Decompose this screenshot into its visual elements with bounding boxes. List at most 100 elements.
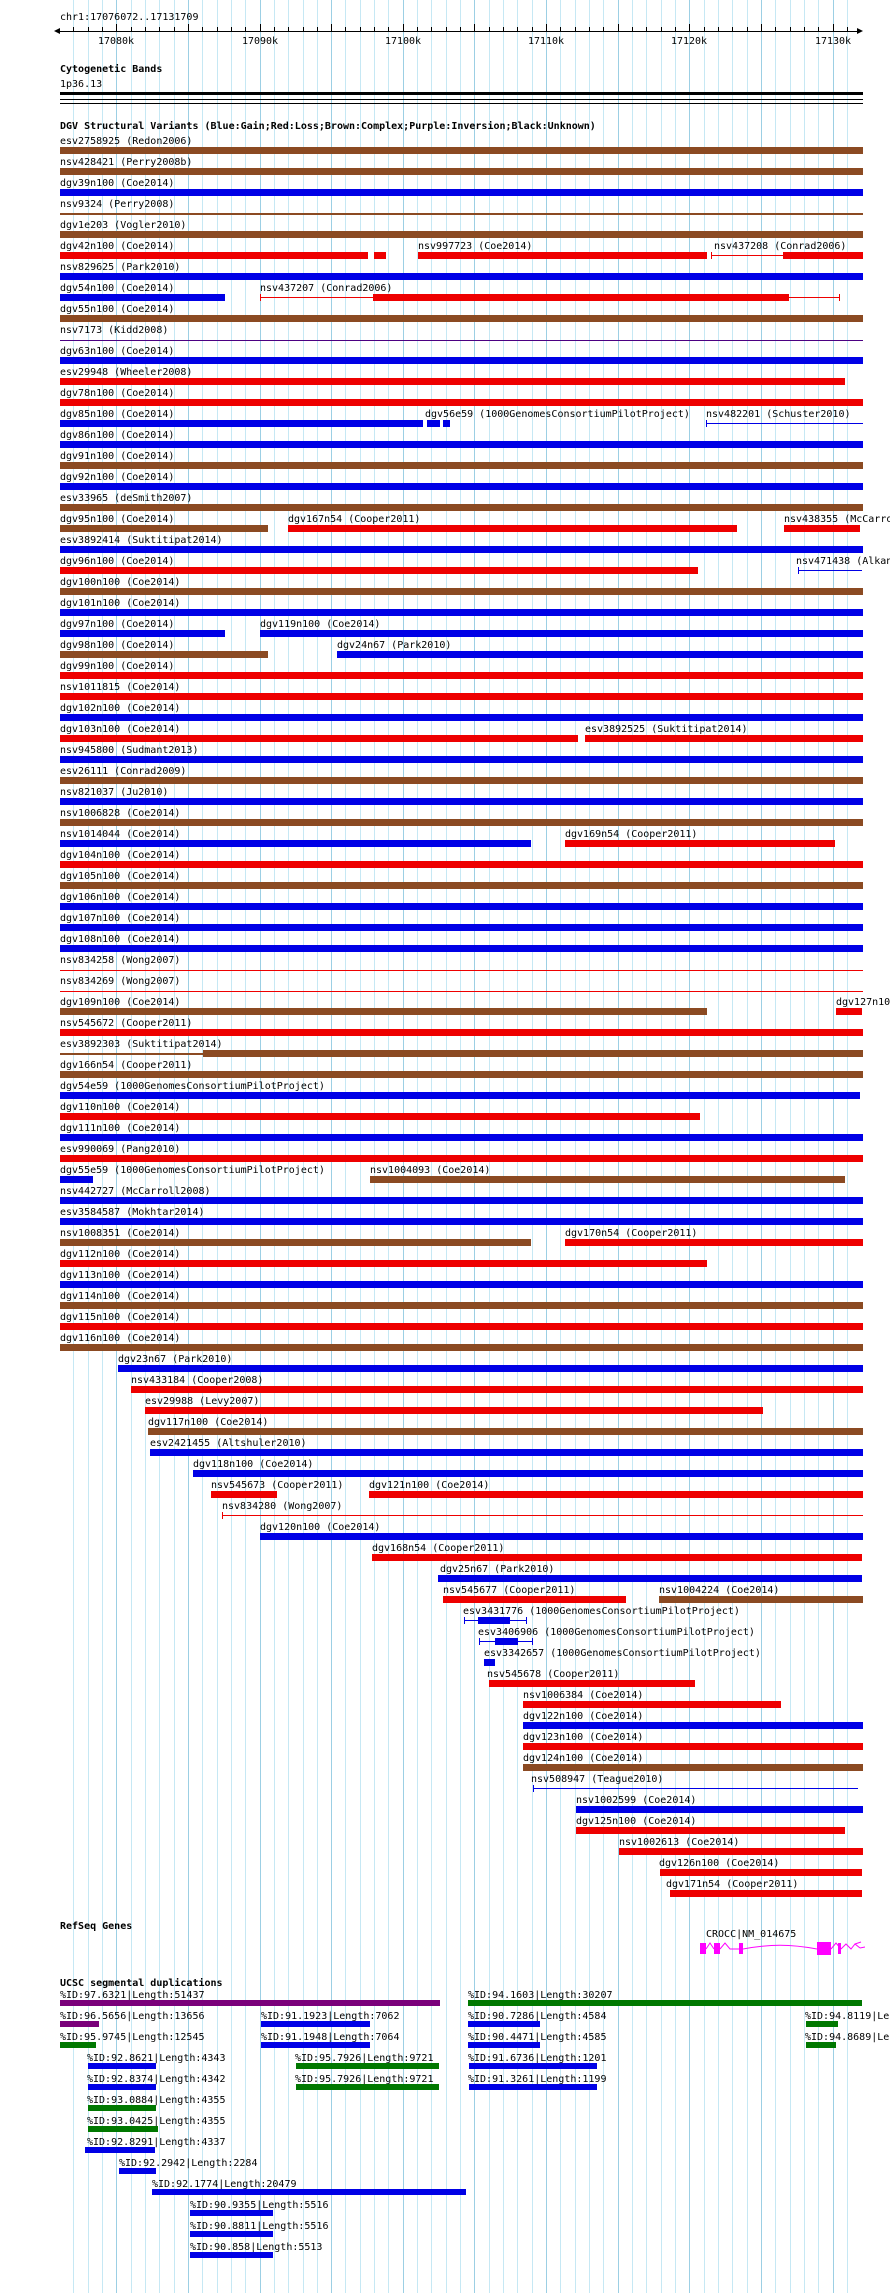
variant-bar[interactable] bbox=[60, 462, 863, 469]
variant-bar-core[interactable] bbox=[495, 1638, 518, 1645]
variant-bar[interactable] bbox=[60, 970, 863, 971]
variant-bar[interactable] bbox=[798, 570, 862, 571]
variant-bar[interactable] bbox=[660, 1869, 862, 1876]
variant-bar[interactable] bbox=[337, 651, 863, 658]
variant-bar[interactable] bbox=[60, 588, 863, 595]
variant-bar[interactable] bbox=[60, 340, 863, 341]
variant-bar[interactable] bbox=[523, 1764, 863, 1771]
variant-bar[interactable] bbox=[372, 1554, 862, 1561]
segdup-bar[interactable] bbox=[88, 2126, 158, 2132]
variant-bar[interactable] bbox=[60, 273, 863, 280]
variant-bar[interactable] bbox=[193, 1470, 863, 1477]
variant-bar[interactable] bbox=[60, 483, 863, 490]
variant-bar[interactable] bbox=[659, 1596, 863, 1603]
variant-bar[interactable] bbox=[60, 420, 423, 427]
variant-bar[interactable] bbox=[706, 423, 863, 424]
variant-bar[interactable] bbox=[784, 525, 860, 532]
variant-bar[interactable] bbox=[60, 1071, 863, 1078]
segdup-bar[interactable] bbox=[806, 2021, 838, 2027]
variant-bar[interactable] bbox=[148, 1428, 863, 1435]
variant-bar[interactable] bbox=[60, 798, 863, 805]
variant-bar[interactable] bbox=[60, 991, 863, 992]
variant-bar[interactable] bbox=[131, 1386, 863, 1393]
variant-bar[interactable] bbox=[60, 168, 863, 175]
variant-bar-core[interactable] bbox=[783, 252, 863, 259]
variant-bar[interactable] bbox=[60, 672, 863, 679]
variant-bar[interactable] bbox=[60, 1176, 93, 1183]
gene-exon[interactable] bbox=[714, 1943, 720, 1954]
variant-bar[interactable] bbox=[619, 1848, 863, 1855]
variant-bar[interactable] bbox=[576, 1806, 863, 1813]
variant-bar-fragment[interactable] bbox=[443, 420, 450, 427]
variant-bar[interactable] bbox=[60, 1029, 863, 1036]
variant-bar[interactable] bbox=[60, 1092, 860, 1099]
segdup-bar[interactable] bbox=[469, 2063, 597, 2069]
variant-bar[interactable] bbox=[60, 567, 698, 574]
gene-exon[interactable] bbox=[817, 1942, 831, 1955]
variant-bar[interactable] bbox=[60, 1134, 863, 1141]
segdup-bar[interactable] bbox=[60, 2042, 96, 2048]
variant-bar[interactable] bbox=[60, 693, 863, 700]
variant-bar[interactable] bbox=[60, 525, 268, 532]
variant-bar[interactable] bbox=[60, 1053, 203, 1055]
variant-bar[interactable] bbox=[418, 252, 707, 259]
variant-bar[interactable] bbox=[370, 1176, 845, 1183]
variant-bar[interactable] bbox=[60, 1155, 863, 1162]
variant-bar[interactable] bbox=[565, 1239, 863, 1246]
segdup-bar[interactable] bbox=[60, 2000, 440, 2006]
variant-bar[interactable] bbox=[576, 1827, 845, 1834]
refseq-gene-model[interactable] bbox=[695, 1940, 865, 1958]
segdup-bar[interactable] bbox=[296, 2084, 439, 2090]
segdup-bar[interactable] bbox=[261, 2042, 370, 2048]
variant-bar-fragment[interactable] bbox=[374, 252, 386, 259]
variant-bar[interactable] bbox=[118, 1365, 863, 1372]
variant-bar[interactable] bbox=[60, 1281, 863, 1288]
gene-exon[interactable] bbox=[700, 1943, 706, 1954]
variant-bar[interactable] bbox=[427, 420, 440, 427]
segdup-bar[interactable] bbox=[85, 2147, 155, 2153]
variant-bar[interactable] bbox=[60, 945, 863, 952]
gene-exon[interactable] bbox=[739, 1943, 743, 1954]
variant-bar[interactable] bbox=[260, 630, 863, 637]
variant-bar[interactable] bbox=[211, 1491, 277, 1498]
segdup-bar[interactable] bbox=[88, 2084, 156, 2090]
variant-bar[interactable] bbox=[523, 1722, 863, 1729]
segdup-bar[interactable] bbox=[152, 2189, 466, 2195]
variant-bar[interactable] bbox=[60, 147, 863, 154]
variant-bar[interactable] bbox=[443, 1596, 626, 1603]
variant-bar[interactable] bbox=[60, 1302, 863, 1309]
segdup-bar[interactable] bbox=[88, 2063, 156, 2069]
segdup-bar[interactable] bbox=[190, 2210, 273, 2216]
variant-bar[interactable] bbox=[60, 924, 863, 931]
segdup-bar[interactable] bbox=[88, 2105, 156, 2111]
variant-bar[interactable] bbox=[60, 609, 863, 616]
segdup-bar[interactable] bbox=[60, 2021, 99, 2027]
variant-bar[interactable] bbox=[60, 378, 845, 385]
variant-bar[interactable] bbox=[60, 882, 863, 889]
variant-bar[interactable] bbox=[222, 1515, 863, 1516]
variant-bar[interactable] bbox=[489, 1680, 695, 1687]
variant-bar[interactable] bbox=[60, 189, 863, 196]
variant-bar[interactable] bbox=[523, 1701, 781, 1708]
segdup-bar[interactable] bbox=[190, 2231, 273, 2237]
segdup-bar[interactable] bbox=[469, 2084, 597, 2090]
variant-bar[interactable] bbox=[60, 819, 863, 826]
variant-bar[interactable] bbox=[60, 357, 863, 364]
variant-bar[interactable] bbox=[60, 1008, 707, 1015]
variant-bar-core[interactable] bbox=[478, 1617, 510, 1624]
segdup-bar[interactable] bbox=[190, 2252, 273, 2258]
variant-bar[interactable] bbox=[565, 840, 835, 847]
variant-bar[interactable] bbox=[670, 1890, 862, 1897]
variant-bar[interactable] bbox=[60, 861, 863, 868]
variant-bar[interactable] bbox=[60, 441, 863, 448]
variant-bar[interactable] bbox=[60, 840, 531, 847]
gene-exon[interactable] bbox=[838, 1943, 841, 1954]
variant-bar[interactable] bbox=[60, 1344, 863, 1351]
variant-bar[interactable] bbox=[60, 1239, 531, 1246]
variant-bar[interactable] bbox=[585, 735, 863, 742]
variant-bar[interactable] bbox=[60, 294, 225, 301]
variant-bar[interactable] bbox=[60, 1218, 863, 1225]
variant-bar[interactable] bbox=[60, 630, 225, 637]
variant-bar[interactable] bbox=[60, 777, 863, 784]
segdup-bar[interactable] bbox=[806, 2042, 836, 2048]
